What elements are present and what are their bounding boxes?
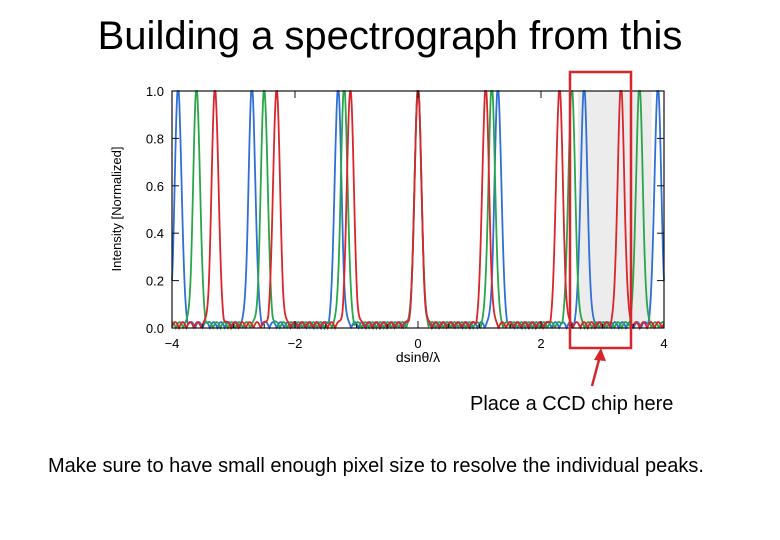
y-tick-label: 0.6	[146, 179, 164, 194]
x-tick-label: 2	[537, 336, 544, 351]
y-tick-label: 1.0	[146, 84, 164, 99]
x-tick-label: −4	[165, 336, 180, 351]
y-tick-label: 0.0	[146, 321, 164, 336]
y-tick-label: 0.8	[146, 131, 164, 146]
y-axis-label: Intensity [Normalized]	[109, 147, 124, 272]
slide-title: Building a spectrograph from this	[97, 14, 683, 58]
ccd-callout-label: Place a CCD chip here	[470, 393, 674, 415]
x-tick-label: −2	[288, 336, 303, 351]
y-tick-label: 0.2	[146, 274, 164, 289]
x-tick-label: 4	[660, 336, 667, 351]
x-tick-label: 0	[414, 336, 421, 351]
x-axis-label: dsinθ/λ	[396, 349, 440, 365]
y-tick-label: 0.4	[146, 226, 164, 241]
body-note: Make sure to have small enough pixel siz…	[48, 455, 704, 477]
ccd-arrow-head	[594, 348, 606, 361]
ccd-arrow-line	[590, 355, 602, 387]
ccd-highlight-box	[568, 70, 633, 350]
